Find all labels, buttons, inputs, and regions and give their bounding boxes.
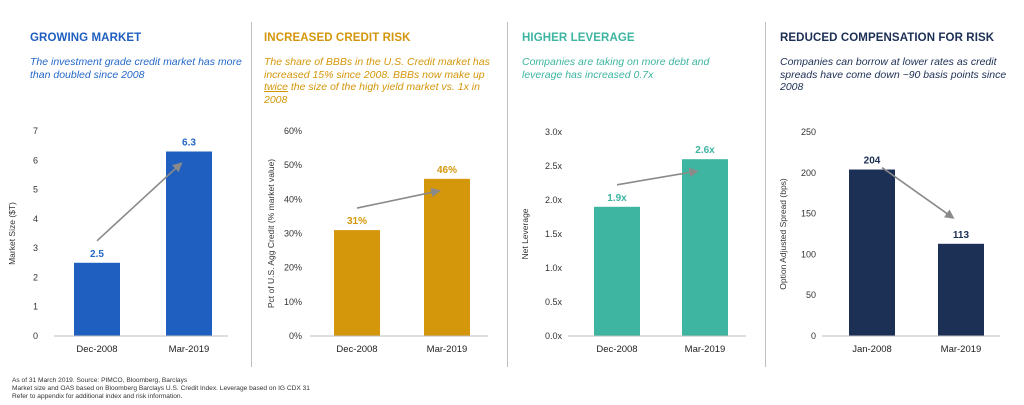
bar (594, 206, 640, 336)
panel-subtitle: The share of BBBs in the U.S. Credit mar… (264, 56, 492, 106)
y-tick-label: 30% (284, 229, 302, 239)
x-tick-label: Mar-2019 (169, 344, 210, 355)
y-tick-label: 0% (289, 331, 302, 341)
subtitle-text-post: the size of the high yield market vs. 1x… (264, 81, 480, 106)
y-tick-label: 2.5x (545, 161, 563, 171)
y-tick-label: 250 (801, 127, 816, 137)
y-tick-label: 1 (33, 302, 38, 312)
x-tick-label: Dec-2008 (596, 344, 637, 355)
y-tick-label: 50 (806, 290, 816, 300)
panel-growing-market: GROWING MARKET The investment grade cred… (7, 22, 252, 367)
subtitle-text-pre: The share of BBBs in the U.S. Credit mar… (264, 56, 490, 81)
y-tick-label: 0.5x (545, 297, 563, 307)
y-tick-label: 10% (284, 297, 302, 307)
data-label: 46% (437, 165, 457, 176)
y-axis-label: Pct of U.S. Agg Credit (% market value) (266, 159, 276, 308)
data-label: 204 (864, 156, 881, 167)
bar (424, 178, 470, 336)
y-axis-label: Option Adjusted Spread (bps) (778, 178, 788, 290)
x-tick-label: Dec-2008 (76, 344, 117, 355)
divider-1 (251, 22, 252, 367)
footnote: As of 31 March 2019. Source: PIMCO, Bloo… (12, 377, 310, 402)
data-label: 2.6x (695, 145, 715, 156)
trend-arrow (96, 162, 183, 242)
panel-increased-credit-risk: INCREASED CREDIT RISK The share of BBBs … (264, 22, 508, 367)
y-tick-label: 60% (284, 126, 302, 136)
x-tick-label: Mar-2019 (685, 344, 726, 355)
footnote-line: As of 31 March 2019. Source: PIMCO, Bloo… (12, 377, 188, 384)
y-tick-label: 150 (801, 209, 816, 219)
panel-title: INCREASED CREDIT RISK (264, 32, 411, 44)
panel-subtitle: Companies are taking on more debt and le… (522, 56, 710, 81)
bar (682, 159, 728, 336)
trend-arrow (616, 167, 699, 186)
x-tick-label: Dec-2008 (336, 344, 377, 355)
bar (849, 169, 895, 336)
panel-reduced-compensation: REDUCED COMPENSATION FOR RISK Companies … (778, 22, 1020, 367)
y-tick-label: 2 (33, 272, 38, 282)
y-tick-label: 0 (811, 331, 816, 341)
trend-arrow (881, 166, 955, 219)
data-label: 6.3 (182, 138, 196, 149)
data-label: 1.9x (607, 193, 627, 204)
y-tick-label: 3.0x (545, 127, 563, 137)
bar (334, 230, 380, 336)
subtitle-emphasis: twice (264, 81, 288, 93)
y-tick-label: 5 (33, 185, 38, 195)
y-tick-label: 7 (33, 126, 38, 136)
x-tick-label: Jan-2008 (852, 344, 892, 355)
y-tick-label: 200 (801, 168, 816, 178)
data-label: 2.5 (90, 249, 104, 260)
x-tick-label: Mar-2019 (941, 344, 982, 355)
panel-subtitle: The investment grade credit market has m… (30, 56, 242, 81)
divider-3 (765, 22, 766, 367)
panel-title: HIGHER LEVERAGE (522, 32, 635, 44)
panel-subtitle: Companies can borrow at lower rates as c… (780, 56, 1007, 93)
y-tick-label: 20% (284, 263, 302, 273)
chart-market-size: 0 1 2 3 4 5 6 7 Market Size ($T) 2.5 Dec-2008 6.3 Ma… (7, 126, 228, 355)
bar (938, 243, 984, 336)
y-tick-label: 1.0x (545, 263, 563, 273)
bar (74, 262, 120, 336)
footnote-line: Market size and OAS based on Bloomberg B… (12, 385, 310, 393)
bar (166, 151, 212, 336)
y-tick-label: 0 (33, 331, 38, 341)
data-label: 113 (953, 230, 970, 241)
y-tick-label: 100 (801, 249, 816, 259)
data-label: 31% (347, 216, 367, 227)
y-tick-label: 0.0x (545, 331, 563, 341)
trend-arrow (356, 187, 441, 209)
y-axis-label: Market Size ($T) (7, 202, 17, 265)
panel-title: GROWING MARKET (30, 32, 142, 44)
panel-higher-leverage: HIGHER LEVERAGE Companies are taking on … (520, 22, 766, 367)
panel-title: REDUCED COMPENSATION FOR RISK (780, 32, 995, 44)
y-axis-label: Net Leverage (520, 208, 530, 259)
y-tick-label: 1.5x (545, 229, 563, 239)
y-tick-label: 3 (33, 243, 38, 253)
y-tick-label: 4 (33, 214, 38, 224)
chart-bbb-share: 0% 10% 20% 30% 40% 50% 60% Pct of U.S. Agg Cred… (266, 126, 488, 355)
y-tick-label: 50% (284, 160, 302, 170)
footnote-line: Refer to appendix for additional index a… (12, 393, 183, 401)
chart-option-adjusted-spread: 0 50 100 150 200 250 Option Adjusted Spread (b… (778, 127, 1000, 355)
x-tick-label: Mar-2019 (427, 344, 468, 355)
divider-2 (507, 22, 508, 367)
chart-net-leverage: 0.0x 0.5x 1.0x 1.5x 2.0x 2.5x 3.0x Net Leverage… (520, 127, 746, 355)
y-tick-label: 40% (284, 194, 302, 204)
y-tick-label: 6 (33, 155, 38, 165)
y-tick-label: 2.0x (545, 195, 563, 205)
